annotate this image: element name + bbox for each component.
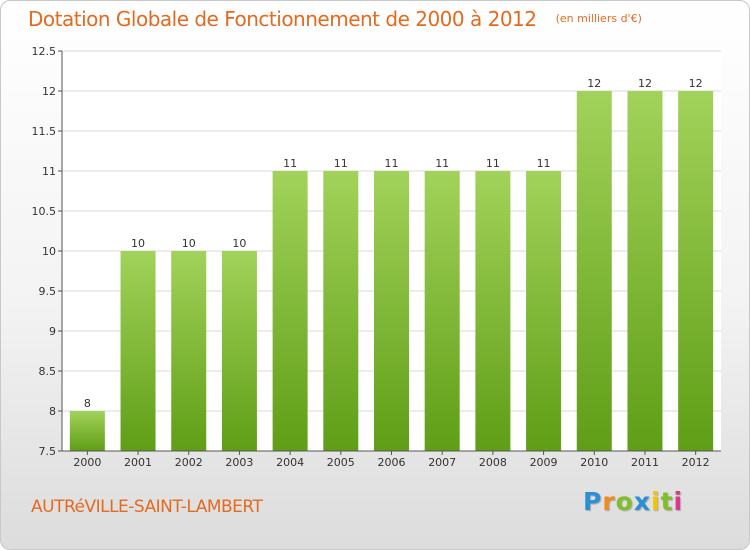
value-label-2006: 11 [385,157,399,170]
x-tick-label-2004: 2004 [276,456,304,469]
logo-letter: r [602,487,616,516]
axes: 7.5 8 8.5 9 9.5 10 10.5 11 11.5 12 12.5 2000 2001 200… [32,45,721,469]
value-label-2002: 10 [182,237,196,250]
logo-letter: o [615,487,634,516]
value-label-2007: 11 [435,157,449,170]
x-tick-label-2009: 2009 [530,456,558,469]
y-tick-label: 10 [42,245,56,258]
value-label-2012: 12 [689,77,703,90]
value-label-2010: 12 [587,77,601,90]
x-tick-label-2010: 2010 [580,456,608,469]
y-tick-label: 9 [49,325,56,338]
y-tick-label: 8 [49,405,56,418]
logo-letter: P [583,487,603,516]
value-label-2003: 10 [232,237,246,250]
value-label-2001: 10 [131,237,145,250]
bar-2009 [526,171,562,451]
y-tick-label: 8.5 [39,365,57,378]
chart-subtitle: (en milliers d'€) [555,12,642,25]
x-tick-label-2005: 2005 [327,456,355,469]
x-tick-label-2012: 2012 [682,456,710,469]
x-tick-label-2008: 2008 [479,456,507,469]
value-label-2011: 12 [638,77,652,90]
bar-2012 [678,91,714,451]
commune-name: AUTRéVILLE-SAINT-LAMBERT [31,497,263,517]
bar-2008 [475,171,511,451]
labels: 8 10 10 10 11 11 11 11 11 11 12 12 12 [84,77,703,410]
bar-2007 [424,171,460,451]
bar-2000 [69,411,105,451]
bar-2003 [221,251,257,451]
y-tick-label: 12 [42,85,56,98]
proxiti-logo: Proxiti [583,487,683,516]
value-label-2004: 11 [283,157,297,170]
bar-2010 [576,91,612,451]
logo-letter: x [633,487,651,516]
x-tick-label-2002: 2002 [175,456,203,469]
x-tick-label-2003: 2003 [225,456,253,469]
value-label-2000: 8 [84,397,91,410]
value-label-2008: 11 [486,157,500,170]
x-tick-label-2006: 2006 [378,456,406,469]
y-tick-label: 10.5 [32,205,57,218]
y-tick-label: 11.5 [32,125,57,138]
x-tick-label-2007: 2007 [428,456,456,469]
chart-title: Dotation Globale de Fonctionnement de 20… [28,7,537,31]
title-row: Dotation Globale de Fonctionnement de 20… [28,7,642,31]
y-tick-label: 11 [42,165,56,178]
logo-letter: i [673,487,684,516]
y-tick-label: 12.5 [32,45,57,58]
x-tick-label-2000: 2000 [73,456,101,469]
logo-letter: t [660,487,674,516]
x-tick-label-2011: 2011 [631,456,659,469]
bar-2002 [171,251,207,451]
y-tick-label: 7.5 [39,445,57,458]
x-tick-label-2001: 2001 [124,456,152,469]
bar-2004 [272,171,308,451]
value-label-2005: 11 [334,157,348,170]
bar-2006 [374,171,409,451]
logo-letter: i [651,487,661,516]
bars [69,91,714,451]
bar-2011 [627,91,663,451]
value-label-2009: 11 [537,157,551,170]
bar-2005 [323,171,359,451]
bar-2001 [120,251,156,451]
y-tick-label: 9.5 [39,285,57,298]
